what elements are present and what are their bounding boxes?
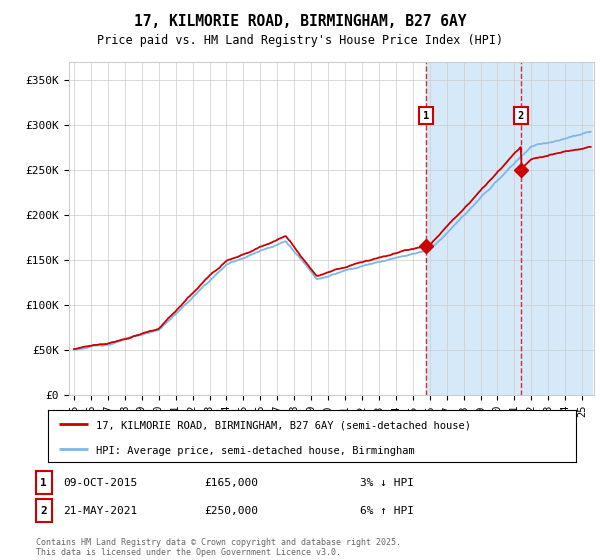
Text: 6% ↑ HPI: 6% ↑ HPI [360,506,414,516]
Text: 1: 1 [40,478,47,488]
Text: 1: 1 [423,111,429,120]
Text: Contains HM Land Registry data © Crown copyright and database right 2025.
This d: Contains HM Land Registry data © Crown c… [36,538,401,557]
Text: HPI: Average price, semi-detached house, Birmingham: HPI: Average price, semi-detached house,… [95,446,414,456]
Text: 2: 2 [518,111,524,120]
Text: 17, KILMORIE ROAD, BIRMINGHAM, B27 6AY: 17, KILMORIE ROAD, BIRMINGHAM, B27 6AY [134,14,466,29]
Text: 09-OCT-2015: 09-OCT-2015 [63,478,137,488]
Text: Price paid vs. HM Land Registry's House Price Index (HPI): Price paid vs. HM Land Registry's House … [97,34,503,46]
Text: 2: 2 [40,506,47,516]
Text: 17, KILMORIE ROAD, BIRMINGHAM, B27 6AY (semi-detached house): 17, KILMORIE ROAD, BIRMINGHAM, B27 6AY (… [95,421,470,431]
Bar [426,62,592,395]
Text: £250,000: £250,000 [204,506,258,516]
Text: 3% ↓ HPI: 3% ↓ HPI [360,478,414,488]
Text: £165,000: £165,000 [204,478,258,488]
Text: 21-MAY-2021: 21-MAY-2021 [63,506,137,516]
